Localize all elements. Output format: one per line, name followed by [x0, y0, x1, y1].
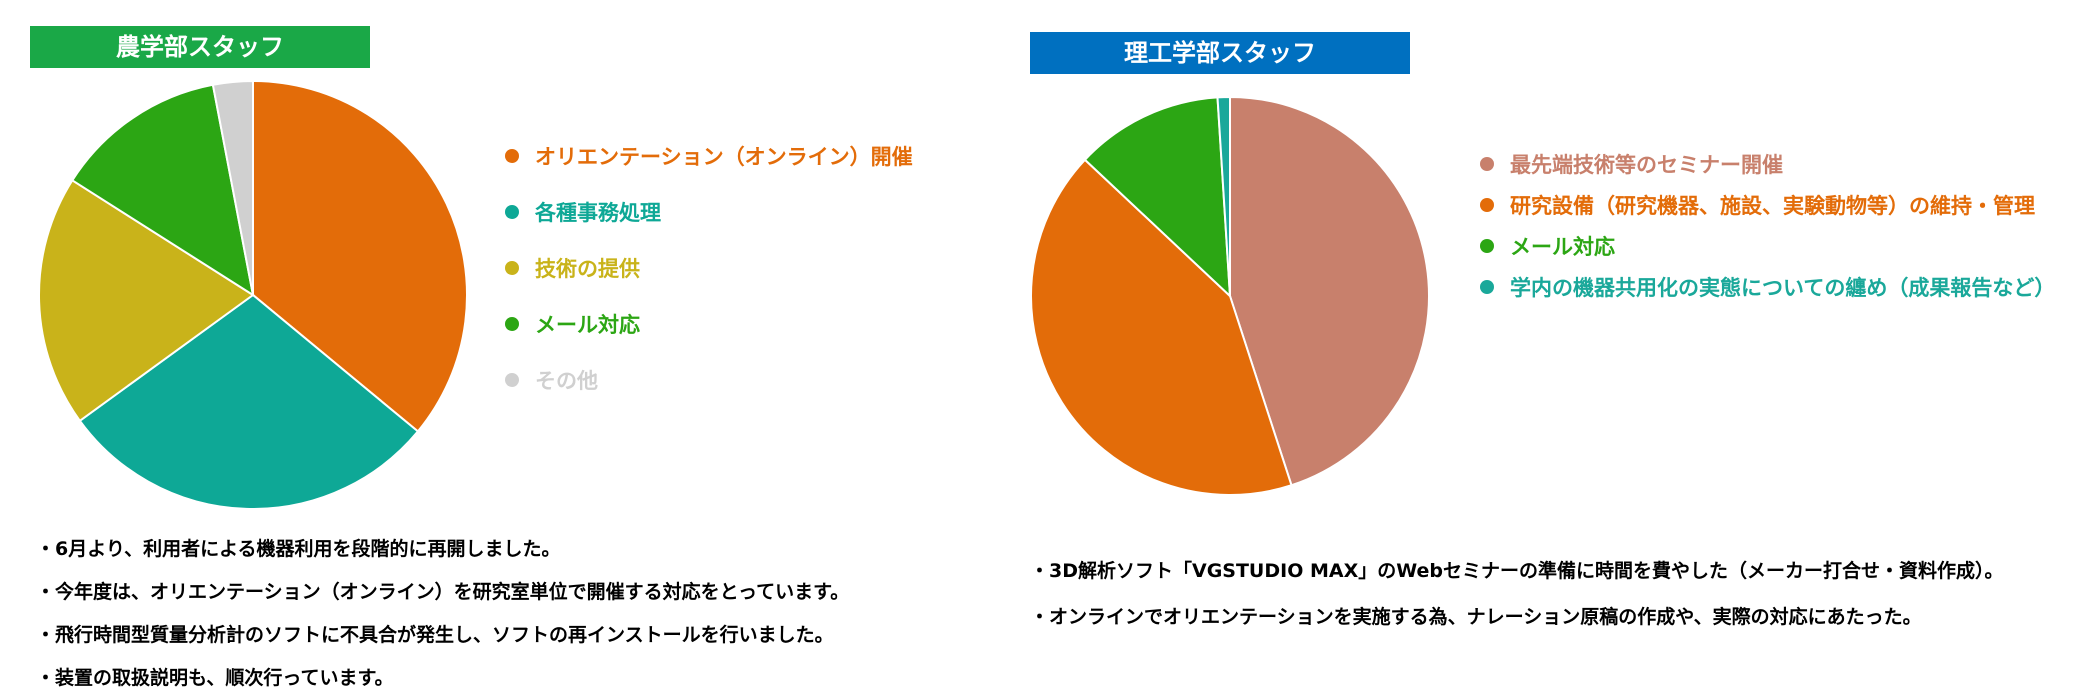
pie-slice — [252, 79, 468, 433]
pie-slice — [211, 79, 254, 296]
chart-legend: 最先端技術等のセミナー開催研究設備（研究機器、施設、実験動物等）の維持・管理 メー… — [1480, 143, 2055, 307]
legend-dot-icon — [505, 317, 519, 331]
legend-item: メール対応 — [1480, 225, 2055, 266]
legend-item: メール対応 — [505, 296, 913, 352]
pie-slice — [1030, 158, 1293, 496]
note-item: ・6月より、利用者による機器利用を段階的に再開しました。 — [36, 538, 561, 560]
legend-dot-icon — [505, 261, 519, 275]
legend-label: 最先端技術等のセミナー開催 — [1510, 152, 1783, 177]
legend-label: オリエンテーション（オンライン）開催 — [535, 145, 913, 169]
legend-label: メール対応 — [1510, 234, 1615, 259]
legend-item: 技術の提供 — [505, 240, 913, 296]
legend-label: 技術の提供 — [535, 257, 640, 281]
legend-dot-icon — [1480, 238, 1494, 253]
note-item: ・オンラインでオリエンテーションを実施する為、ナレーション原稿の作成や、実際の対… — [1030, 606, 1922, 628]
note-item: ・今年度は、オリエンテーション（オンライン）を研究室単位で開催する対応をとってい… — [36, 581, 850, 603]
legend-label: メール対応 — [535, 313, 640, 337]
notes-list: ・3D解析ソフト「VGSTUDIO MAX」のWebセミナーの準備に時間を費やし… — [1030, 548, 2004, 640]
pie-slice — [1229, 95, 1430, 487]
pie-slice — [70, 83, 255, 298]
legend-item: 学内の機器共用化の実態についての纏め（成果報告など） — [1480, 266, 2055, 307]
legend-item: 最先端技術等のセミナー開催 — [1480, 143, 2055, 184]
note-item: ・3D解析ソフト「VGSTUDIO MAX」のWebセミナーの準備に時間を費やし… — [1030, 560, 2004, 582]
legend-item: 研究設備（研究機器、施設、実験動物等）の維持・管理 — [1480, 184, 2055, 225]
legend-label: 研究設備（研究機器、施設、実験動物等）の維持・管理 — [1510, 193, 2035, 218]
legend-label: その他 — [535, 369, 598, 393]
pie-slice — [38, 178, 255, 423]
legend-item: オリエンテーション（オンライン）開催 — [505, 128, 913, 184]
pie-slice — [1216, 95, 1231, 297]
legend-dot-icon — [505, 205, 519, 219]
legend-label: 各種事務処理 — [535, 201, 661, 225]
legend-item: その他 — [505, 352, 913, 408]
pie-chart — [1030, 95, 1430, 496]
chart-title: 理工学部スタッフ — [1030, 32, 1410, 74]
legend-dot-icon — [1480, 197, 1494, 212]
note-item: ・飛行時間型質量分析計のソフトに不具合が発生し、ソフトの再インストールを行いまし… — [36, 624, 834, 646]
legend-item: 各種事務処理 — [505, 184, 913, 240]
legend-dot-icon — [1480, 156, 1494, 171]
legend-dot-icon — [1480, 279, 1494, 294]
pie-slice — [1083, 96, 1232, 299]
chart-legend: オリエンテーション（オンライン）開催 各種事務処理 技術の提供メール対応その他 — [505, 128, 913, 408]
legend-label: 学内の機器共用化の実態についての纏め（成果報告など） — [1510, 275, 2056, 300]
chart-title: 農学部スタッフ — [30, 26, 370, 68]
notes-list: ・6月より、利用者による機器利用を段階的に再開しました。・今年度は、オリエンテー… — [36, 528, 849, 700]
legend-dot-icon — [505, 373, 519, 387]
pie-slice — [78, 293, 420, 510]
agriculture-staff-panel: 農学部スタッフ オリエンテーション（オンライン）開催 各種事務処理 技術の提供メール… — [0, 0, 1030, 700]
legend-dot-icon — [505, 149, 519, 163]
science-engineering-staff-panel: 理工学部スタッフ 最先端技術等のセミナー開催研究設備（研究機器、施設、実験動物等… — [1030, 0, 2100, 700]
pie-chart — [38, 79, 468, 510]
note-item: ・装置の取扱説明も、順次行っています。 — [36, 667, 394, 689]
